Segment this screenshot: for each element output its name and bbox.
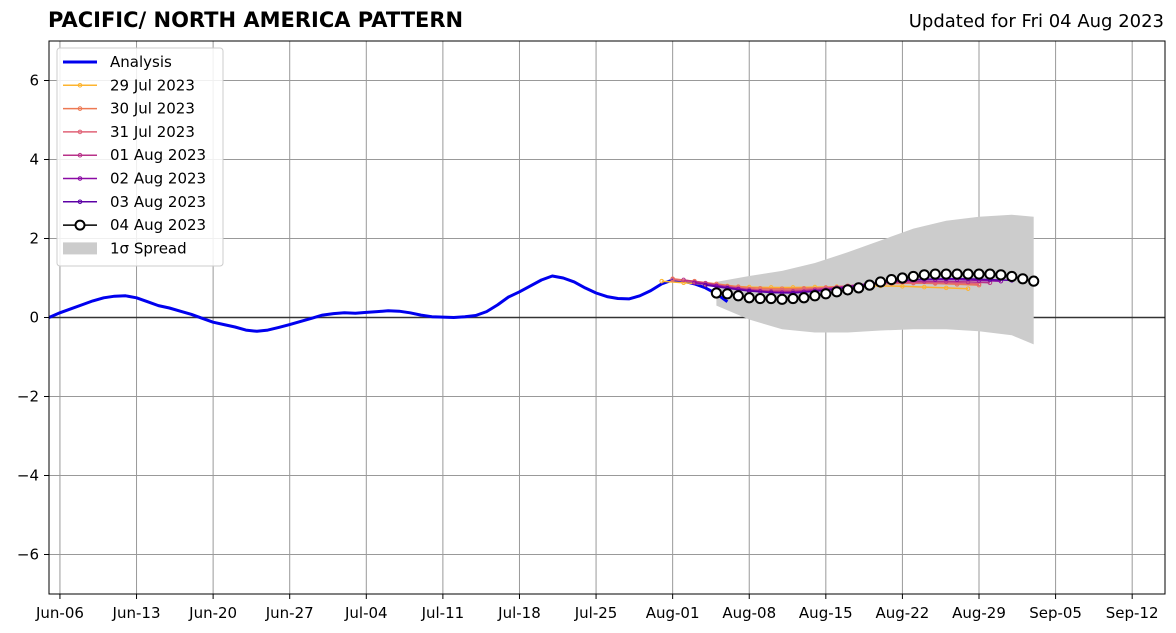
legend-marker xyxy=(77,199,83,205)
forecast-point xyxy=(831,286,843,298)
forecast-point xyxy=(896,272,909,284)
x-tick-label: Jul-04 xyxy=(344,604,388,622)
forecast-point xyxy=(670,277,675,282)
legend-item: 02 Aug 2023 xyxy=(63,170,206,188)
y-tick-label: 0 xyxy=(29,309,39,327)
forecast-point xyxy=(863,279,876,291)
forecast-point xyxy=(918,269,930,281)
forecast-point xyxy=(765,292,777,305)
forecast-point xyxy=(929,268,941,280)
x-tick-label: Sep-12 xyxy=(1106,604,1159,622)
forecast-point xyxy=(721,288,733,300)
legend-marker xyxy=(74,219,86,231)
x-tick-label: Jun-06 xyxy=(35,604,84,622)
spread-area xyxy=(716,214,1034,345)
legend: Analysis 29 Jul 2023 30 Jul 2023 31 Jul 202… xyxy=(56,47,224,267)
plot-frame xyxy=(48,40,1166,595)
legend-item: 03 Aug 2023 xyxy=(63,193,206,211)
y-tick-label: −4 xyxy=(17,467,39,485)
y-tick-label: 4 xyxy=(29,151,39,169)
x-tick-label: Jul-11 xyxy=(421,604,465,622)
legend-swatch xyxy=(63,242,97,255)
x-tick-label: Sep-05 xyxy=(1029,604,1082,622)
forecast-point xyxy=(776,293,788,305)
forecast-point xyxy=(995,269,1007,281)
forecast-point xyxy=(853,282,865,294)
x-tick-label: Jul-25 xyxy=(574,604,618,622)
x-tick-label: Aug-15 xyxy=(799,604,853,622)
forecast-series xyxy=(710,268,1040,305)
forecast-point xyxy=(754,292,766,305)
series-lines xyxy=(49,268,1040,333)
x-tick-label: Jun-20 xyxy=(188,604,237,622)
x-tick-label: Aug-01 xyxy=(646,604,700,622)
legend-marker xyxy=(77,106,83,111)
legend-marker xyxy=(77,129,83,135)
forecast-point xyxy=(809,290,821,302)
chart-title: PACIFIC/ NORTH AMERICA PATTERN xyxy=(48,8,464,32)
forecast-point xyxy=(874,276,887,288)
legend-marker xyxy=(77,152,83,158)
forecast-point xyxy=(692,280,697,286)
x-tick-label: Jun-13 xyxy=(112,604,161,622)
legend-marker xyxy=(77,83,83,88)
forecast-point xyxy=(962,268,974,280)
legend-item: 31 Jul 2023 xyxy=(63,123,195,141)
forecast-point xyxy=(659,278,665,284)
legend-item: 1σ Spread xyxy=(63,239,187,257)
legend-item: 01 Aug 2023 xyxy=(63,146,206,164)
y-tick-label: 2 xyxy=(29,230,39,248)
updated-date: Updated for Fri 04 Aug 2023 xyxy=(908,11,1164,32)
forecast-point xyxy=(965,286,971,291)
spread-band xyxy=(716,214,1034,345)
y-tick-label: 6 xyxy=(29,72,39,90)
forecast-point xyxy=(940,268,952,280)
legend-label: 01 Aug 2023 xyxy=(110,146,206,164)
x-tick-label: Aug-22 xyxy=(876,604,930,622)
forecast-point xyxy=(820,288,832,300)
legend-box xyxy=(56,47,224,267)
legend-label: 04 Aug 2023 xyxy=(110,216,206,234)
legend-item: 04 Aug 2023 xyxy=(63,216,206,234)
forecast-point xyxy=(798,292,810,304)
forecast-point xyxy=(787,292,799,305)
forecast-point xyxy=(900,283,905,289)
forecast-point xyxy=(1028,275,1040,287)
x-tick-label: Jul-18 xyxy=(497,604,541,622)
legend-label: 30 Jul 2023 xyxy=(110,100,195,118)
y-tick-label: −2 xyxy=(17,388,39,406)
forecast-point xyxy=(943,285,949,291)
forecast-point xyxy=(1006,270,1018,283)
forecast-point xyxy=(732,290,744,302)
x-tick-label: Aug-29 xyxy=(952,604,1006,622)
y-tick-label: −6 xyxy=(17,546,39,564)
forecast-point xyxy=(1017,273,1029,285)
legend-marker xyxy=(77,176,83,181)
legend-item: Analysis xyxy=(63,53,172,71)
forecast-point xyxy=(710,287,723,299)
legend-label: 03 Aug 2023 xyxy=(110,193,206,211)
forecast-point xyxy=(907,270,919,283)
legend-label: 29 Jul 2023 xyxy=(110,76,195,94)
forecast-point xyxy=(885,273,898,286)
forecast-point xyxy=(681,277,686,283)
analysis-line xyxy=(49,274,729,333)
forecast-point xyxy=(703,282,708,288)
forecast-point xyxy=(984,268,996,280)
forecast-point xyxy=(842,284,854,296)
legend-label: Analysis xyxy=(110,53,172,71)
axes: Jun-06 Jun-13 Jun-20 Jun-27 Jul-04 Jul-11 Jul-… xyxy=(17,40,1166,622)
legend-item: 30 Jul 2023 xyxy=(63,100,195,118)
x-tick-label: Jun-27 xyxy=(265,604,314,622)
legend-label: 31 Jul 2023 xyxy=(110,123,195,141)
forecast-point xyxy=(743,292,755,304)
legend-item: 29 Jul 2023 xyxy=(63,76,195,94)
forecast-point xyxy=(921,284,927,290)
legend-label: 02 Aug 2023 xyxy=(110,170,206,188)
x-tick-label: Aug-08 xyxy=(722,604,776,622)
forecast-point xyxy=(951,268,963,280)
legend-label: 1σ Spread xyxy=(110,239,187,257)
forecast-point xyxy=(973,268,985,280)
